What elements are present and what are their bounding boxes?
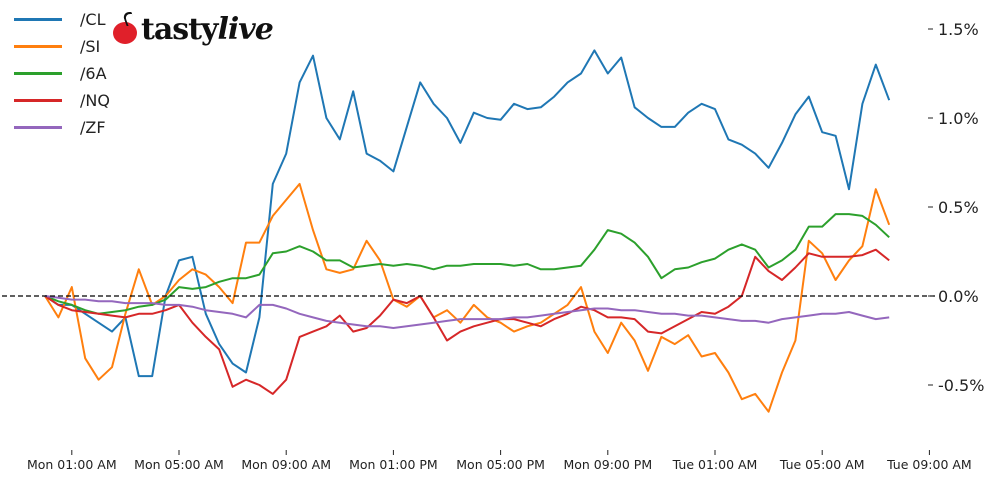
x-tick-label: Mon 01:00 PM (349, 457, 438, 472)
y-axis-ticks: 1.5% 1.0% 0.5% 0.0% -0.5% (928, 20, 984, 395)
x-axis-ticks: Mon 01:00 AM Mon 05:00 AM Mon 09:00 AM Mon … (27, 450, 972, 472)
legend-item: /ZF (14, 114, 110, 141)
legend-swatch (14, 45, 62, 48)
x-tick-label: Mon 01:00 AM (27, 457, 117, 472)
legend-label: /6A (80, 64, 107, 83)
y-tick-label: -0.5% (938, 376, 984, 395)
series-line-zf (44, 295, 890, 329)
y-tick-label: 0.5% (938, 198, 979, 217)
y-tick-label: 1.5% (938, 20, 979, 39)
series-layer (44, 49, 891, 413)
legend-item: /CL (14, 6, 110, 33)
series-line-6a (44, 213, 890, 315)
logo-text-italic: live (217, 12, 273, 47)
legend-label: /CL (80, 10, 106, 29)
series-line-nq (44, 248, 890, 395)
legend-swatch (14, 18, 62, 21)
x-tick-label: Mon 09:00 PM (563, 457, 652, 472)
logo-text-main: tasty (141, 12, 218, 47)
legend-item: /NQ (14, 87, 110, 114)
x-tick-label: Tue 09:00 AM (886, 457, 972, 472)
legend-item: /6A (14, 60, 110, 87)
x-tick-label: Mon 09:00 AM (241, 457, 331, 472)
y-tick-label: 1.0% (938, 109, 979, 128)
tastylive-logo: tastylive (113, 12, 274, 47)
series-line-si (44, 182, 891, 413)
logo-text: tastylive (141, 12, 274, 47)
x-tick-label: Tue 05:00 AM (779, 457, 865, 472)
legend-item: /SI (14, 33, 110, 60)
legend-swatch (14, 72, 62, 75)
legend-swatch (14, 99, 62, 102)
legend-swatch (14, 126, 62, 129)
x-tick-label: Mon 05:00 AM (134, 457, 224, 472)
x-tick-label: Tue 01:00 AM (672, 457, 758, 472)
legend-label: /SI (80, 37, 101, 56)
series-line-cl (44, 49, 891, 378)
legend-label: /NQ (80, 91, 110, 110)
legend-label: /ZF (80, 118, 106, 137)
legend: /CL/SI/6A/NQ/ZF (14, 6, 110, 141)
x-tick-label: Mon 05:00 PM (456, 457, 545, 472)
y-tick-label: 0.0% (938, 287, 979, 306)
cherry-icon (113, 21, 137, 44)
